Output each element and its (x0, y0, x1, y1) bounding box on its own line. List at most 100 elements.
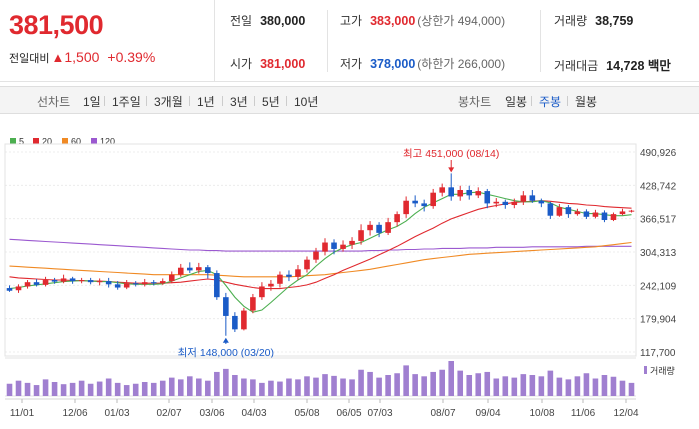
x-tick-label: 08/07 (430, 408, 455, 419)
candle-body (132, 283, 139, 285)
candle (159, 278, 166, 285)
stat-label: 저가 (340, 57, 363, 71)
candle-body (51, 280, 58, 282)
volume-bar (394, 373, 400, 396)
volume-bar (511, 377, 518, 396)
candle-body (547, 203, 554, 216)
candle (457, 185, 464, 201)
period-5y[interactable]: 5년 (262, 95, 280, 109)
stock-summary: 381,500 전일대비 ▲1,500 +0.39% 전일 380,000 시가 381… (0, 0, 699, 82)
candle-body (502, 201, 509, 206)
y-tick-label: 428,742 (640, 181, 677, 192)
volume-bar (304, 376, 310, 396)
volume-bar (484, 371, 491, 396)
candle-body (601, 212, 608, 221)
candle-body (6, 288, 13, 291)
period-1y[interactable]: 1년 (197, 95, 215, 109)
volume-label: 거래량 (650, 365, 675, 376)
x-tick-label: 11/06 (571, 408, 596, 419)
volume-bar (367, 371, 373, 396)
period-3y[interactable]: 3년 (230, 95, 248, 109)
line-chart-label: 선차트 (37, 95, 71, 109)
candle (502, 199, 509, 209)
candle-body (78, 280, 85, 282)
volume-bar (214, 371, 220, 396)
candle (42, 276, 49, 287)
stat-value: 383,000 (370, 14, 416, 28)
candle (367, 221, 373, 236)
candle-body (349, 240, 355, 245)
divider (540, 10, 541, 72)
volume-bar (33, 385, 40, 396)
period-1w[interactable]: 1주일 (112, 95, 141, 109)
candle (132, 281, 139, 287)
candle (439, 183, 445, 197)
x-tick-label: 07/03 (367, 408, 392, 419)
volume-bar (141, 382, 148, 396)
high-arrow-icon (448, 167, 455, 173)
candle-body (592, 212, 599, 217)
candle-body (358, 230, 364, 241)
x-tick-label: 10/08 (529, 408, 554, 419)
candle (114, 281, 121, 290)
period-10y[interactable]: 10년 (294, 95, 319, 109)
candle (547, 201, 554, 219)
volume-bar (277, 381, 283, 396)
candle-body (232, 315, 238, 330)
stat-value: 378,000 (370, 57, 416, 71)
stat-value: 380,000 (260, 14, 306, 28)
volume-bar (196, 378, 202, 396)
current-price: 381,500 (9, 10, 104, 40)
candle-body (538, 200, 545, 204)
candle-body (448, 187, 455, 197)
volume-bar (538, 376, 545, 396)
stat-label: 시가 (230, 57, 253, 71)
candle-body (24, 282, 31, 287)
volume-bar (628, 382, 635, 396)
candle (430, 188, 436, 209)
legend-swatch-5 (10, 138, 16, 144)
change-value: 1,500 (64, 49, 100, 65)
x-tick-label: 04/03 (241, 408, 266, 419)
y-tick-label: 366,517 (640, 215, 677, 226)
candle-body (583, 211, 590, 217)
x-tick-label: 03/06 (199, 408, 224, 419)
candle (331, 239, 337, 255)
volume-bar (430, 371, 436, 396)
candle (24, 280, 31, 289)
candle-monthly[interactable]: 월봉 (575, 95, 598, 109)
stat-open: 시가 381,000 (230, 55, 305, 72)
legend-swatch-120 (91, 138, 97, 144)
x-tick-label: 11/01 (10, 408, 35, 419)
candle (295, 265, 301, 281)
stock-chart[interactable]: 5 20 60 120 490,926 428,742 366,517 304,313 242,… (0, 124, 699, 429)
candle-weekly[interactable]: 주봉 (539, 95, 562, 109)
y-tick-label: 179,904 (640, 315, 677, 326)
candle (601, 210, 608, 223)
period-3m[interactable]: 3개월 (154, 95, 183, 109)
volume-bar (186, 376, 193, 396)
candle (87, 277, 94, 285)
x-tick-label: 05/08 (294, 408, 319, 419)
legend-swatch-20 (33, 138, 39, 144)
candle-daily[interactable]: 일봉 (505, 95, 528, 109)
candle-body (277, 274, 283, 284)
candle-body (619, 211, 626, 215)
volume-bar (268, 380, 274, 396)
plot-frame (4, 143, 637, 357)
candle (385, 217, 391, 236)
candle (15, 284, 22, 293)
volume-bar (421, 376, 427, 396)
candle (177, 263, 184, 277)
divider (189, 96, 190, 106)
candle-body (250, 297, 256, 311)
volume-bar (349, 379, 355, 396)
legend-label-120: 120 (100, 137, 115, 147)
candle (223, 292, 229, 336)
lower-limit: (하한가 266,000) (417, 57, 506, 71)
divider (146, 96, 147, 106)
candle-body (475, 191, 482, 196)
period-1d[interactable]: 1일 (83, 95, 101, 109)
period-bar: 선차트 1일 1주일 3개월 1년 3년 5년 10년 봉차트 일봉 주봉 월봉 (0, 86, 699, 114)
candle (241, 307, 247, 331)
